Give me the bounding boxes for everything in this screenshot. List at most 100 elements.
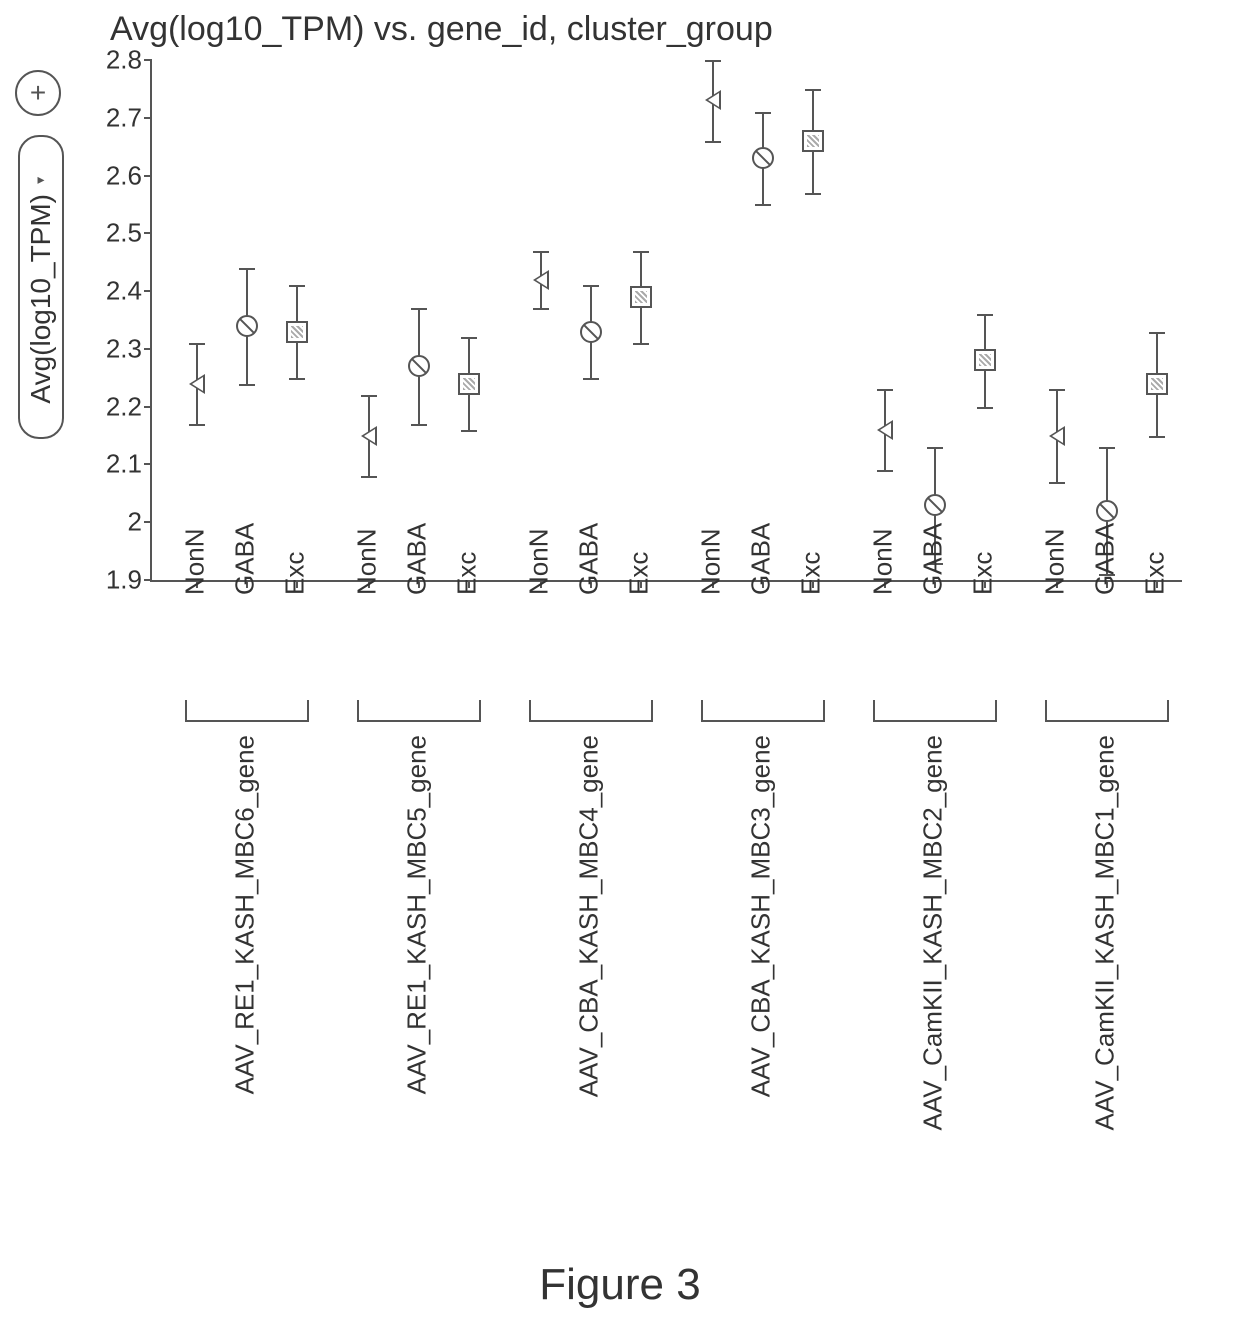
ytick-mark — [144, 521, 152, 523]
cluster-label: NonN — [524, 529, 555, 595]
cluster-label: GABA — [1090, 523, 1121, 595]
data-marker — [1096, 500, 1118, 522]
error-cap — [411, 424, 427, 426]
ytick-label: 2.1 — [82, 449, 142, 480]
error-cap — [461, 430, 477, 432]
yaxis-selector[interactable]: ▸ Avg(log10_TPM) — [18, 135, 64, 439]
cluster-label: GABA — [918, 523, 949, 595]
ytick-label: 2 — [82, 507, 142, 538]
ytick-label: 1.9 — [82, 565, 142, 596]
error-cap — [1149, 332, 1165, 334]
data-marker — [1049, 426, 1065, 446]
cluster-label: Exc — [624, 552, 655, 595]
error-cap — [533, 308, 549, 310]
data-marker — [877, 420, 893, 440]
ytick-label: 2.7 — [82, 102, 142, 133]
figure-canvas: Avg(log10_TPM) vs. gene_id, cluster_grou… — [0, 0, 1240, 1337]
group-bracket — [873, 700, 997, 722]
cluster-label: Exc — [796, 552, 827, 595]
error-cap — [361, 395, 377, 397]
error-cap — [805, 193, 821, 195]
chevron-right-icon: ▸ — [37, 171, 44, 188]
error-cap — [633, 251, 649, 253]
ytick-label: 2.4 — [82, 276, 142, 307]
error-cap — [755, 112, 771, 114]
error-cap — [583, 285, 599, 287]
error-cap — [361, 476, 377, 478]
ytick-mark — [144, 463, 152, 465]
ytick-label: 2.8 — [82, 45, 142, 76]
data-marker — [752, 147, 774, 169]
gene-label: AAV_CBA_KASH_MBC4_gene — [574, 735, 605, 1097]
ytick-mark — [144, 290, 152, 292]
error-cap — [805, 89, 821, 91]
cluster-label: GABA — [746, 523, 777, 595]
data-marker — [802, 130, 824, 152]
error-cap — [239, 384, 255, 386]
data-marker — [533, 270, 549, 290]
error-cap — [533, 251, 549, 253]
error-cap — [877, 470, 893, 472]
error-cap — [289, 378, 305, 380]
ytick-mark — [144, 579, 152, 581]
data-marker — [189, 374, 205, 394]
error-cap — [1049, 482, 1065, 484]
cluster-label: GABA — [574, 523, 605, 595]
error-cap — [411, 308, 427, 310]
data-marker — [974, 349, 996, 371]
cluster-label: NonN — [868, 529, 899, 595]
ytick-mark — [144, 175, 152, 177]
figure-caption: Figure 3 — [0, 1260, 1240, 1310]
group-bracket — [357, 700, 481, 722]
error-cap — [189, 343, 205, 345]
group-bracket — [529, 700, 653, 722]
ytick-label: 2.2 — [82, 391, 142, 422]
error-cap — [927, 447, 943, 449]
gene-label: AAV_CBA_KASH_MBC3_gene — [746, 735, 777, 1097]
error-cap — [1099, 447, 1115, 449]
cluster-label: NonN — [352, 529, 383, 595]
yaxis-label: Avg(log10_TPM) — [25, 194, 57, 404]
ytick-label: 2.6 — [82, 160, 142, 191]
add-chart-button[interactable]: + — [15, 70, 61, 116]
data-marker — [236, 315, 258, 337]
error-cap — [1149, 436, 1165, 438]
ytick-label: 2.5 — [82, 218, 142, 249]
data-marker — [705, 90, 721, 110]
error-cap — [239, 268, 255, 270]
ytick-mark — [144, 406, 152, 408]
gene-label: AAV_RE1_KASH_MBC5_gene — [402, 735, 433, 1094]
ytick-mark — [144, 59, 152, 61]
data-marker — [1146, 373, 1168, 395]
error-cap — [583, 378, 599, 380]
cluster-label: Exc — [452, 552, 483, 595]
data-marker — [580, 321, 602, 343]
error-cap — [705, 60, 721, 62]
plot-area: 1.922.12.22.32.42.52.62.72.8 — [150, 60, 1182, 582]
gene-label: AAV_CamKII_KASH_MBC1_gene — [1090, 735, 1121, 1131]
chart-title: Avg(log10_TPM) vs. gene_id, cluster_grou… — [110, 10, 773, 49]
error-cap — [461, 337, 477, 339]
error-cap — [755, 204, 771, 206]
group-bracket — [185, 700, 309, 722]
group-bracket — [1045, 700, 1169, 722]
data-marker — [458, 373, 480, 395]
cluster-label: NonN — [180, 529, 211, 595]
cluster-label: Exc — [280, 552, 311, 595]
gene-label: AAV_RE1_KASH_MBC6_gene — [230, 735, 261, 1094]
ytick-mark — [144, 232, 152, 234]
group-bracket — [701, 700, 825, 722]
data-marker — [286, 321, 308, 343]
error-cap — [877, 389, 893, 391]
error-cap — [633, 343, 649, 345]
error-cap — [189, 424, 205, 426]
cluster-label: NonN — [1040, 529, 1071, 595]
cluster-label: NonN — [696, 529, 727, 595]
error-cap — [1049, 389, 1065, 391]
cluster-label: GABA — [402, 523, 433, 595]
error-cap — [977, 314, 993, 316]
data-marker — [630, 286, 652, 308]
ytick-label: 2.3 — [82, 333, 142, 364]
ytick-mark — [144, 117, 152, 119]
error-cap — [289, 285, 305, 287]
